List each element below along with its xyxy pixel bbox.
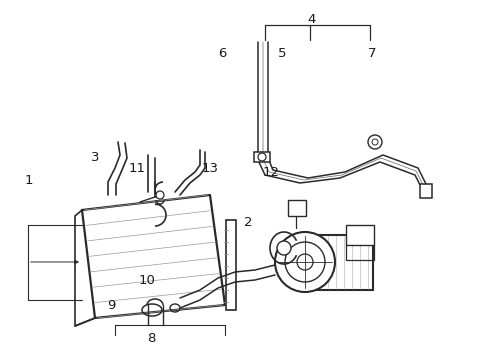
Circle shape — [285, 242, 325, 282]
Bar — [419, 184, 431, 198]
Text: 4: 4 — [307, 13, 316, 26]
Circle shape — [156, 191, 163, 199]
Circle shape — [276, 241, 290, 255]
Text: 3: 3 — [91, 151, 100, 164]
Text: 8: 8 — [147, 332, 156, 345]
Circle shape — [367, 135, 381, 149]
Bar — [305, 235, 372, 290]
Circle shape — [296, 254, 312, 270]
Text: 13: 13 — [202, 162, 218, 175]
Circle shape — [371, 139, 377, 145]
Bar — [287, 200, 305, 216]
Text: 7: 7 — [366, 47, 375, 60]
Text: 10: 10 — [138, 274, 155, 287]
Bar — [346, 225, 373, 245]
Bar — [225, 220, 236, 310]
Text: 1: 1 — [24, 174, 33, 186]
Circle shape — [274, 232, 334, 292]
Text: 12: 12 — [263, 166, 279, 179]
Circle shape — [258, 153, 265, 161]
Text: 11: 11 — [128, 162, 145, 175]
Text: 5: 5 — [278, 47, 286, 60]
Bar — [253, 152, 269, 162]
Text: 6: 6 — [218, 47, 226, 60]
Text: 9: 9 — [107, 299, 116, 312]
Text: 2: 2 — [244, 216, 252, 229]
